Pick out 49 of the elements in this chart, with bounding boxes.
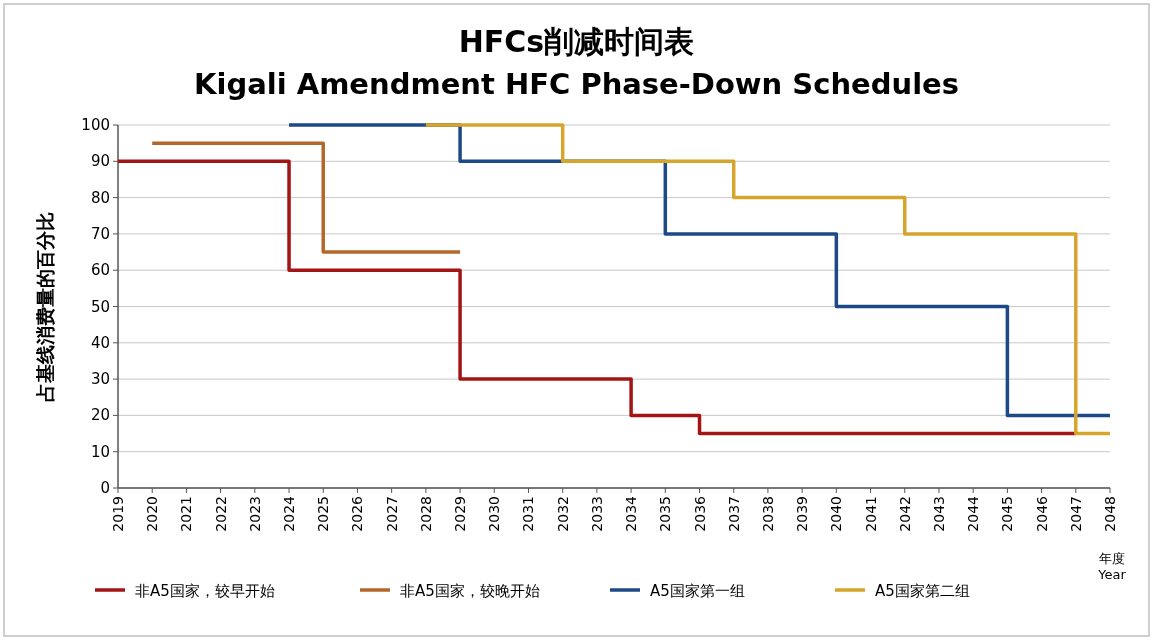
y-tick-label: 90 <box>90 152 110 171</box>
x-tick-label: 2040 <box>828 496 845 532</box>
x-tick-label: 2034 <box>623 495 640 532</box>
x-tick-label: 2042 <box>896 496 913 532</box>
x-tick-label: 2036 <box>691 495 708 532</box>
x-tick-label: 2019 <box>110 496 126 532</box>
y-tick-label: 10 <box>90 442 110 461</box>
y-tick-label: 70 <box>90 224 110 243</box>
x-tick-label: 2024 <box>281 495 298 532</box>
legend-label: A5国家第一组 <box>650 582 745 600</box>
legend-label: 非A5国家，较晚开始 <box>400 582 540 600</box>
y-tick-label: 50 <box>90 297 110 316</box>
y-tick-label: 80 <box>90 188 110 207</box>
x-tick-label: 2048 <box>1102 496 1118 532</box>
x-tick-label: 2033 <box>588 496 605 532</box>
y-tick-label: 0 <box>100 479 110 497</box>
chart-title: HFCs削减时间表 <box>458 24 695 59</box>
x-tick-label: 2032 <box>554 496 571 532</box>
x-tick-label: 2023 <box>246 496 263 532</box>
chart-subtitle: Kigali Amendment HFC Phase-Down Schedules <box>193 67 960 101</box>
x-tick-label: 2037 <box>725 496 742 532</box>
x-tick-label: 2039 <box>794 496 811 532</box>
x-tick-label: 2030 <box>486 496 503 532</box>
x-tick-label: 2025 <box>315 496 332 532</box>
x-tick-label: 2045 <box>999 496 1016 532</box>
x-axis-title: 年度 Year <box>1097 551 1127 582</box>
y-tick-label: 20 <box>90 406 110 425</box>
y-tick-label: 30 <box>90 370 110 389</box>
x-tick-label: 2038 <box>759 496 776 532</box>
x-tick-label: 2044 <box>965 495 982 532</box>
y-tick-label: 60 <box>90 261 110 280</box>
x-tick-label: 2021 <box>178 496 195 532</box>
x-tick-label: 2046 <box>1033 495 1050 532</box>
x-tick-label: 2043 <box>930 496 947 532</box>
x-tick-label: 2022 <box>212 496 229 532</box>
x-tick-label: 2035 <box>657 496 674 532</box>
legend-label: 非A5国家，较早开始 <box>135 582 275 600</box>
x-tick-label: 2026 <box>349 495 366 532</box>
legend-label: A5国家第二组 <box>875 582 970 600</box>
x-tick-label: 2029 <box>452 496 469 532</box>
y-tick-label: 100 <box>81 116 110 134</box>
y-axis-title: 占基线消费量的百分比 <box>34 211 56 402</box>
x-tick-label: 2047 <box>1067 496 1084 532</box>
y-tick-label: 40 <box>90 333 110 352</box>
x-tick-label: 2020 <box>144 496 161 532</box>
x-tick-label: 2027 <box>383 496 400 532</box>
x-tick-label: 2041 <box>862 496 879 532</box>
x-tick-label: 2028 <box>417 496 434 532</box>
x-tick-label: 2031 <box>520 496 537 532</box>
